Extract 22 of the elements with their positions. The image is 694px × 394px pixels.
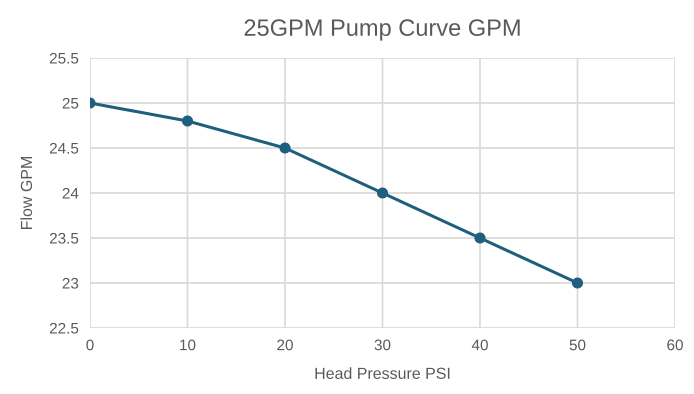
x-tick-label: 60: [667, 340, 683, 350]
y-tick-label: 23.5: [50, 232, 78, 244]
y-axis-title: Flow GPM: [20, 157, 32, 229]
x-tick-label: 50: [570, 340, 586, 350]
x-tick-label: 0: [86, 340, 94, 350]
y-tick-label: 24: [62, 188, 78, 199]
point: [182, 115, 194, 127]
point: [279, 142, 291, 154]
x-tick-label: 30: [374, 340, 390, 350]
point: [572, 277, 584, 289]
x-tick-label: 10: [180, 340, 196, 350]
y-tick-label: 25: [62, 98, 78, 109]
y-tick-label: 25.5: [50, 52, 78, 64]
point: [376, 187, 388, 199]
y-tick-label: 23: [62, 278, 78, 289]
x-tick-label: 40: [472, 340, 488, 350]
chart-title: 25GPM Pump Curve GPM: [244, 19, 520, 41]
point: [474, 232, 486, 244]
y-tick-label: 22.5: [50, 322, 78, 334]
y-tick-label: 24.5: [50, 142, 78, 154]
x-tick-label: 20: [277, 340, 293, 350]
x-axis-title: Head Pressure PSI: [315, 367, 450, 379]
